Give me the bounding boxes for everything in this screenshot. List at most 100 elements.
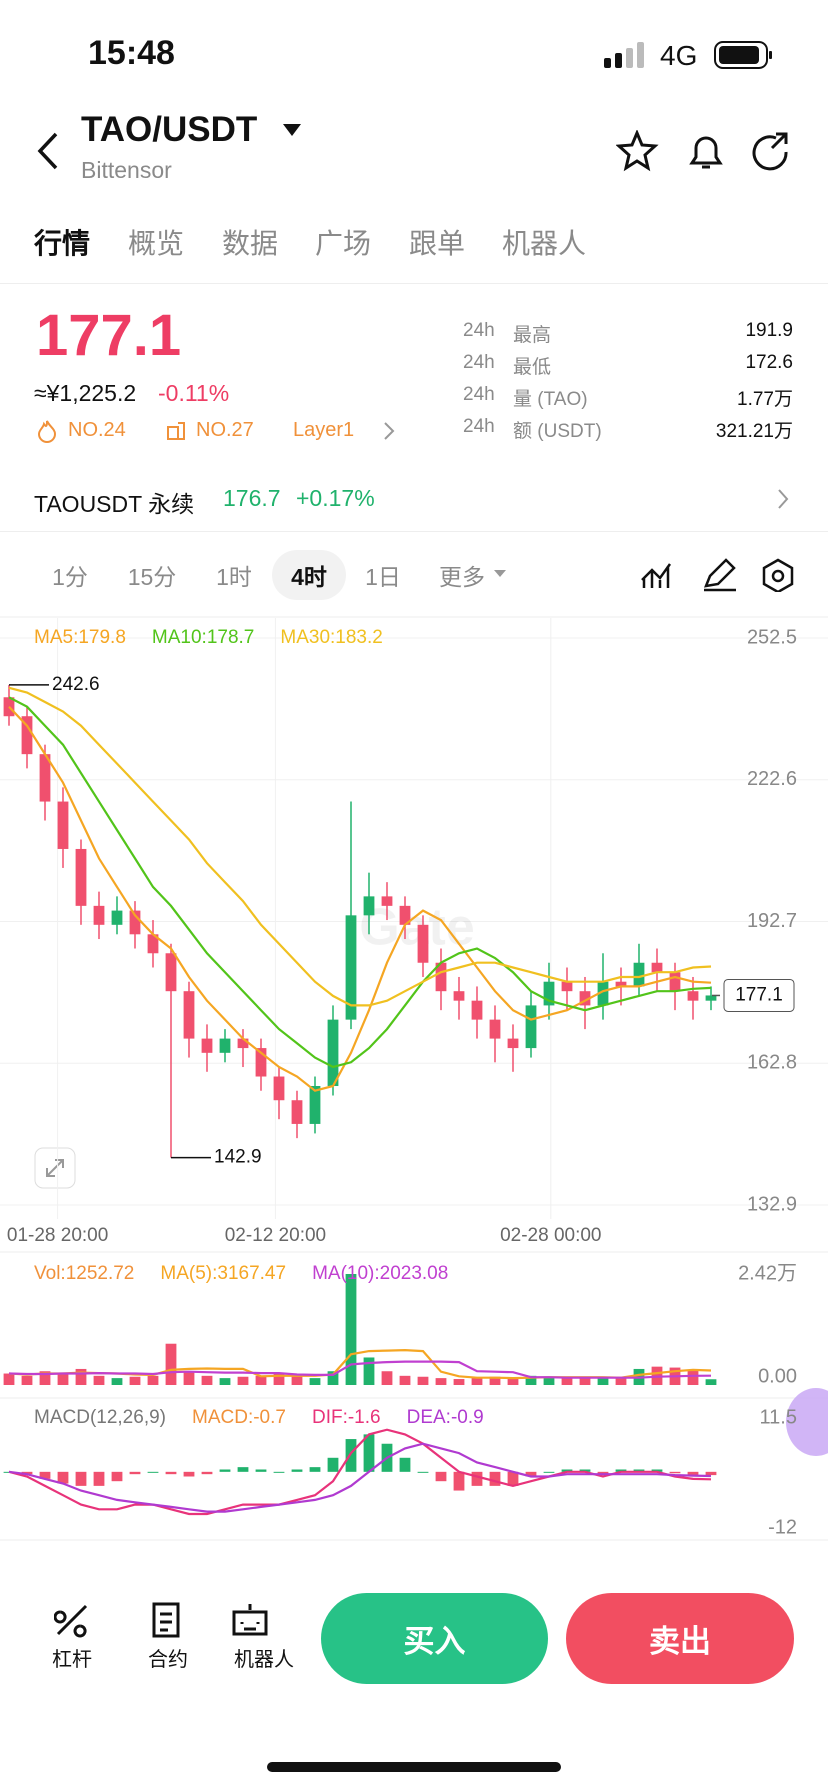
bar (579, 1469, 591, 1472)
bar (345, 1439, 357, 1472)
candle-body (129, 910, 141, 935)
nav-label[interactable]: 杠杆 (52, 1649, 92, 1671)
settings-icon[interactable] (762, 558, 794, 592)
sell-button[interactable]: 卖出 (566, 1593, 794, 1684)
bar (399, 1375, 411, 1385)
y-tick-label: 11.5 (760, 1406, 797, 1428)
back-button[interactable] (34, 130, 62, 172)
favorite-icon[interactable] (616, 130, 659, 172)
tab[interactable]: 概览 (128, 228, 185, 259)
bar (705, 1471, 717, 1476)
y-tick-label: 2.42万 (738, 1262, 797, 1284)
bar (291, 1374, 303, 1385)
legend-item: DIF:-1.6 (312, 1407, 381, 1428)
header-actions (616, 130, 788, 172)
bar (489, 1376, 501, 1385)
float-tab[interactable] (786, 1388, 828, 1456)
candle-body (525, 1005, 537, 1049)
candle-body (39, 754, 51, 802)
divider (0, 531, 828, 532)
bar (57, 1471, 69, 1484)
candle-body (255, 1048, 267, 1077)
perp-name[interactable]: TAOUSDT 永续 (34, 491, 195, 517)
stat-period: 24h (463, 416, 495, 437)
extreme-label: 142.9 (214, 1147, 262, 1168)
nav-label[interactable]: 合约 (148, 1649, 188, 1671)
more-dropdown[interactable] (494, 570, 506, 578)
bar (129, 1376, 141, 1385)
interval[interactable]: 1日 (365, 564, 401, 590)
divider (0, 283, 828, 284)
bar (525, 1375, 537, 1385)
tab[interactable]: 数据 (222, 228, 279, 259)
candle-body (579, 991, 591, 1006)
candle-body (399, 905, 411, 925)
battery-icon (714, 41, 772, 69)
tab[interactable]: 广场 (315, 228, 372, 259)
signal-icon (604, 42, 644, 68)
alert-icon[interactable] (689, 136, 723, 169)
bar (183, 1471, 195, 1477)
bar (417, 1376, 429, 1385)
series-line (8, 1360, 712, 1379)
contract-icon[interactable] (152, 1602, 180, 1638)
margin-icon[interactable] (54, 1604, 88, 1638)
tag[interactable]: Layer1 (293, 419, 355, 441)
perp-more[interactable] (776, 488, 790, 510)
candle-body (363, 896, 375, 916)
interval[interactable]: 4时 (291, 564, 327, 590)
bar (651, 1469, 663, 1472)
pair-dropdown[interactable] (283, 124, 301, 138)
sector-icon (167, 422, 185, 440)
candle-body (273, 1076, 285, 1101)
draw-icon[interactable] (704, 558, 736, 592)
share-icon[interactable] (752, 132, 788, 171)
interval[interactable]: 15分 (127, 564, 177, 590)
candle-body (291, 1100, 303, 1124)
last-price: 177.1 (36, 303, 182, 368)
candle-body (543, 981, 555, 1006)
expand-icon[interactable] (34, 1147, 76, 1189)
tag[interactable]: NO.24 (68, 419, 126, 441)
tab[interactable]: 跟单 (409, 228, 466, 259)
bar (309, 1378, 321, 1385)
bar (453, 1471, 465, 1491)
legend-item: DEA:-0.9 (407, 1407, 484, 1428)
bar (615, 1469, 627, 1472)
candle-body (111, 910, 123, 925)
series-line (8, 1442, 712, 1513)
pair-title[interactable]: TAO/USDT (81, 110, 258, 149)
bar (111, 1471, 123, 1482)
bot-icon[interactable] (232, 1604, 268, 1636)
candle-body (219, 1038, 231, 1053)
bar (147, 1471, 159, 1473)
home-indicator (267, 1762, 561, 1772)
x-tick-label: 01-28 20:00 (7, 1225, 108, 1246)
candle-body (669, 972, 681, 992)
legend-item: MA(5):3167.47 (160, 1263, 286, 1284)
candle-body (237, 1038, 249, 1049)
nav-label[interactable]: 机器人 (234, 1649, 294, 1671)
interval[interactable]: 1分 (52, 564, 88, 590)
x-tick-label: 02-28 00:00 (500, 1225, 601, 1246)
chart-tools (641, 558, 794, 592)
tab[interactable]: 行情 (34, 228, 91, 259)
candle-body (345, 915, 357, 1020)
interval[interactable]: 更多 (439, 564, 485, 590)
candle-body (165, 953, 177, 992)
bottom-icons (54, 1602, 268, 1638)
tag[interactable]: NO.27 (196, 419, 254, 441)
bar (363, 1357, 375, 1385)
indicator-icon[interactable] (641, 563, 672, 588)
bar (525, 1471, 537, 1477)
kline-chart: 132.9 162.8 192.7 222.6 252.5 01-28 20:00 02-1… (0, 616, 828, 1541)
candle-body (183, 991, 195, 1039)
bar (579, 1378, 591, 1385)
tab[interactable]: 机器人 (502, 228, 587, 259)
buy-button[interactable]: 买入 (321, 1593, 548, 1684)
bar (237, 1376, 249, 1385)
y-tick-label: 132.9 (747, 1193, 797, 1215)
bar (57, 1373, 69, 1385)
interval[interactable]: 1时 (216, 564, 252, 590)
tags-more[interactable] (382, 421, 396, 441)
